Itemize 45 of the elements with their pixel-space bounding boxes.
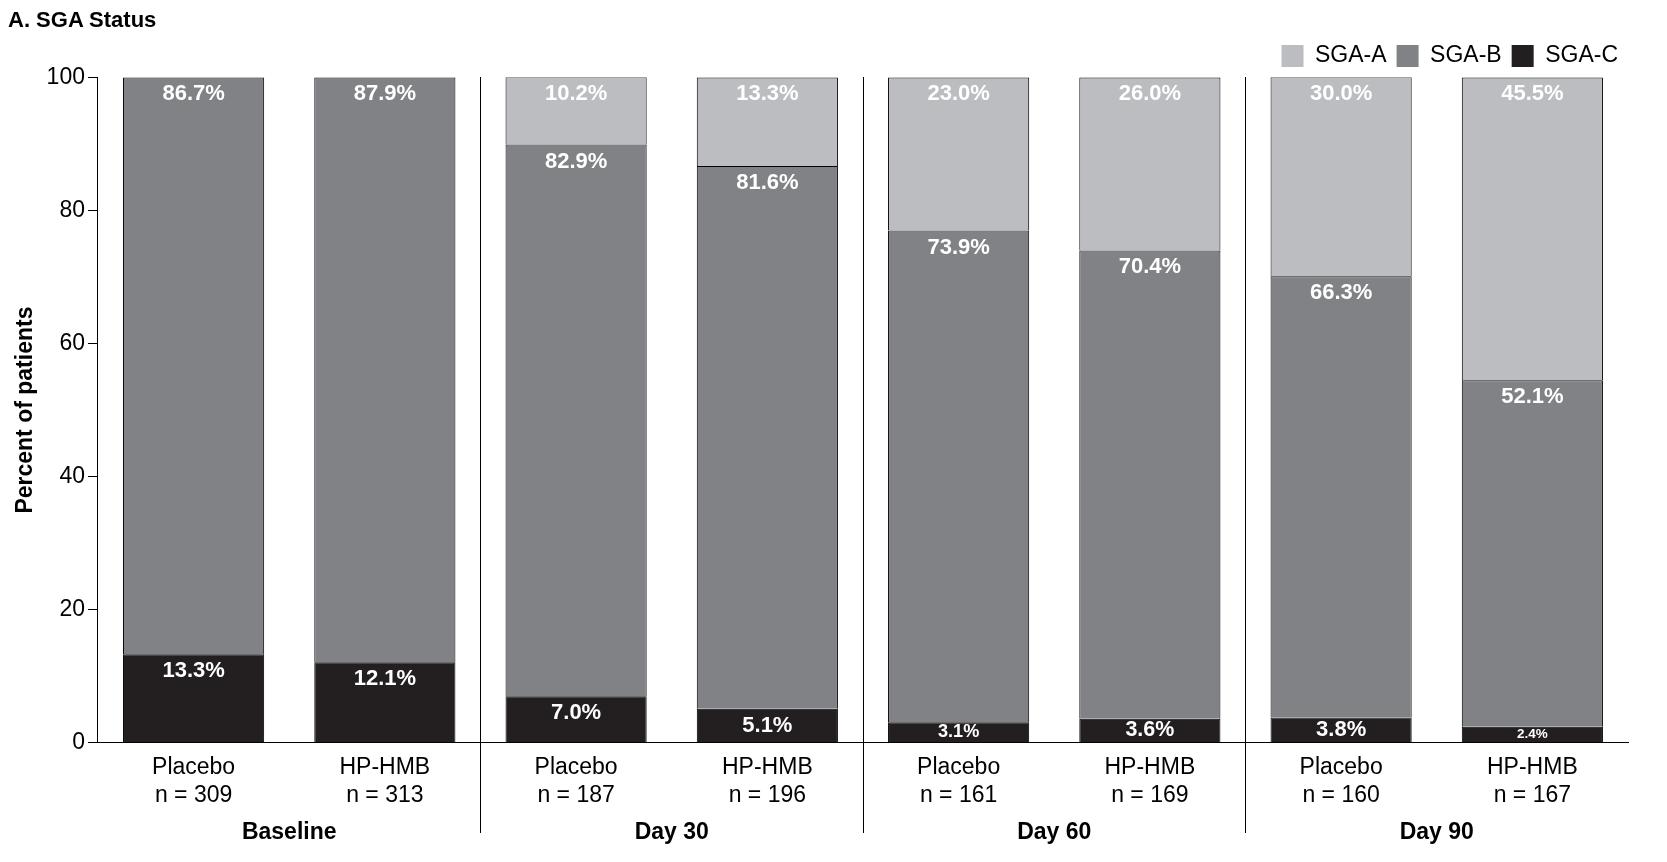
data-label: 45.5% (1501, 80, 1564, 106)
data-label: 52.1% (1501, 383, 1564, 409)
data-label: 23.0% (927, 80, 990, 106)
legend-label: SGA-A (1315, 41, 1388, 68)
x-tick-label: HP-HMB n = 313 (339, 752, 431, 807)
y-tick-label: 40 (59, 461, 85, 488)
text: Day 90 (1399, 817, 1474, 844)
y-tick-label: 80 (59, 195, 85, 222)
x-tick-label: HP-HMB n = 167 (1487, 752, 1578, 807)
data-label: 3.6% (1125, 717, 1175, 742)
x-tick-label: Placebo n = 161 (917, 752, 1001, 807)
y-axis-title: Percent of patients (11, 306, 38, 514)
chart-title: A. SGA Status (8, 7, 157, 33)
y-tick-label: 100 (46, 62, 85, 89)
data-label: 81.6% (736, 168, 799, 194)
text: Day 60 (1017, 817, 1092, 844)
y-tick-label: 20 (59, 595, 85, 622)
data-label: 82.9% (544, 147, 608, 173)
x-tick-label: HP-HMB n = 169 (1104, 752, 1196, 807)
data-label: 87.9% (353, 80, 417, 106)
data-label: 70.4% (1118, 253, 1182, 279)
data-label: 12.1% (353, 665, 417, 691)
y-tick-label: 0 (72, 728, 85, 755)
data-label: 2.4% (1517, 726, 1548, 742)
data-label: 66.3% (1309, 279, 1373, 305)
x-tick-label: HP-HMB n = 196 (721, 752, 813, 807)
data-label: 26.0% (1118, 80, 1182, 106)
data-label: 13.3% (162, 657, 225, 683)
data-label: 5.1% (742, 711, 793, 737)
data-label: 73.9% (927, 233, 990, 259)
data-label: 30.0% (1309, 79, 1373, 105)
x-tick-label: Placebo n = 160 (1299, 752, 1383, 807)
text: Day 30 (634, 817, 709, 844)
data-label: 7.0% (551, 699, 602, 725)
x-tick-label: Placebo n = 309 (152, 752, 236, 807)
data-label: 86.7% (162, 80, 225, 106)
data-label: 10.2% (544, 79, 608, 105)
legend-label: SGA-C (1545, 41, 1618, 68)
text: Baseline (241, 817, 337, 844)
data-label: 3.8% (1316, 715, 1367, 741)
x-tick-label: Placebo n = 187 (534, 752, 618, 807)
y-tick-label: 60 (59, 328, 85, 355)
legend-label: SGA-B (1430, 41, 1502, 68)
data-label: 3.1% (937, 721, 980, 742)
data-label: 13.3% (736, 80, 799, 106)
